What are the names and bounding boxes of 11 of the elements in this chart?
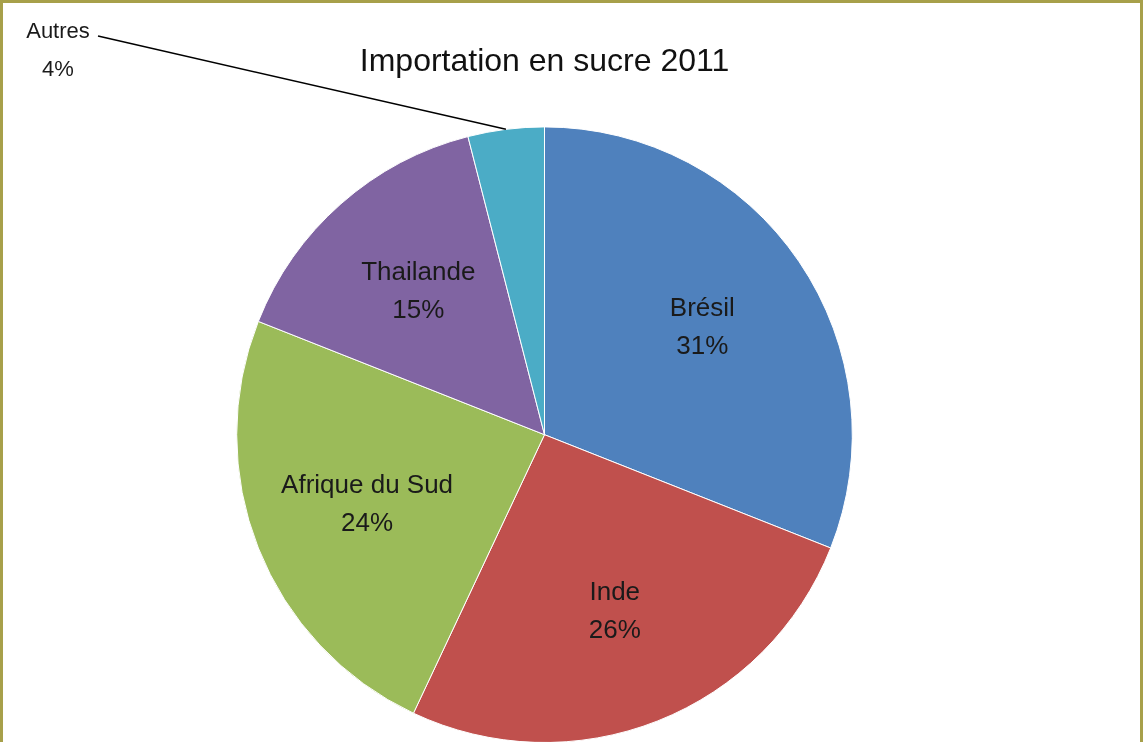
- slice-label: Thailande: [361, 255, 476, 286]
- slice-label: Autres: [26, 18, 90, 44]
- data-label: 31%: [676, 329, 729, 360]
- slice-label: Brésil: [669, 291, 735, 322]
- slice-label: Afrique du Sud: [281, 469, 454, 500]
- data-label: 15%: [392, 293, 445, 324]
- text: Importation en sucre 2011: [359, 42, 730, 79]
- slice-label: Inde: [589, 576, 641, 607]
- data-label: 4%: [42, 56, 74, 82]
- data-label: 26%: [588, 614, 641, 645]
- data-label: 24%: [341, 507, 394, 538]
